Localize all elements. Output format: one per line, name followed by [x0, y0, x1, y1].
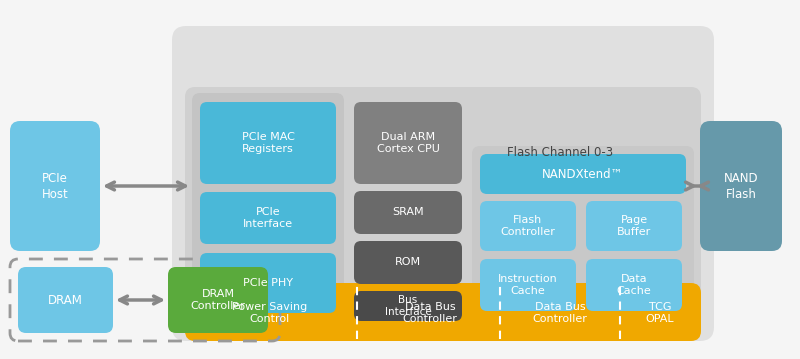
Text: Power Saving
Control: Power Saving Control — [232, 302, 308, 324]
Text: Data
Cache: Data Cache — [617, 274, 651, 296]
Text: ROM: ROM — [395, 257, 421, 267]
Text: Page
Buffer: Page Buffer — [617, 215, 651, 237]
FancyBboxPatch shape — [354, 291, 462, 321]
FancyBboxPatch shape — [354, 241, 462, 284]
FancyBboxPatch shape — [480, 259, 576, 311]
Text: PCIe MAC
Registers: PCIe MAC Registers — [242, 132, 294, 154]
Text: Data Bus
Controller: Data Bus Controller — [533, 302, 587, 324]
FancyBboxPatch shape — [200, 253, 336, 313]
FancyBboxPatch shape — [480, 154, 686, 194]
FancyBboxPatch shape — [480, 201, 576, 251]
FancyBboxPatch shape — [354, 102, 462, 184]
Text: Bus
Interface: Bus Interface — [385, 295, 431, 317]
FancyBboxPatch shape — [586, 259, 682, 311]
Text: DRAM
Controller: DRAM Controller — [190, 289, 246, 311]
FancyBboxPatch shape — [18, 267, 113, 333]
FancyBboxPatch shape — [172, 26, 714, 341]
FancyBboxPatch shape — [168, 267, 268, 333]
FancyBboxPatch shape — [586, 201, 682, 251]
Text: Flash
Controller: Flash Controller — [501, 215, 555, 237]
FancyBboxPatch shape — [200, 192, 336, 244]
Text: DRAM: DRAM — [47, 294, 82, 307]
Text: PCIe
Host: PCIe Host — [42, 172, 68, 200]
Text: Dual ARM
Cortex CPU: Dual ARM Cortex CPU — [377, 132, 439, 154]
Text: NANDXtend™: NANDXtend™ — [542, 168, 624, 181]
FancyBboxPatch shape — [185, 87, 701, 327]
FancyBboxPatch shape — [200, 102, 336, 184]
Text: TCG
OPAL: TCG OPAL — [646, 302, 674, 324]
FancyBboxPatch shape — [354, 191, 462, 234]
FancyBboxPatch shape — [192, 93, 344, 321]
FancyBboxPatch shape — [472, 146, 694, 321]
Text: PCIe
Interface: PCIe Interface — [243, 207, 293, 229]
FancyBboxPatch shape — [700, 121, 782, 251]
Text: Flash Channel 0-3: Flash Channel 0-3 — [507, 146, 613, 159]
Text: Data Bus
Controller: Data Bus Controller — [402, 302, 458, 324]
FancyBboxPatch shape — [185, 283, 701, 341]
Text: PCIe PHY: PCIe PHY — [243, 278, 293, 288]
Text: SRAM: SRAM — [392, 207, 424, 217]
FancyBboxPatch shape — [10, 121, 100, 251]
Text: NAND
Flash: NAND Flash — [724, 172, 758, 200]
Text: Instruction
Cache: Instruction Cache — [498, 274, 558, 296]
